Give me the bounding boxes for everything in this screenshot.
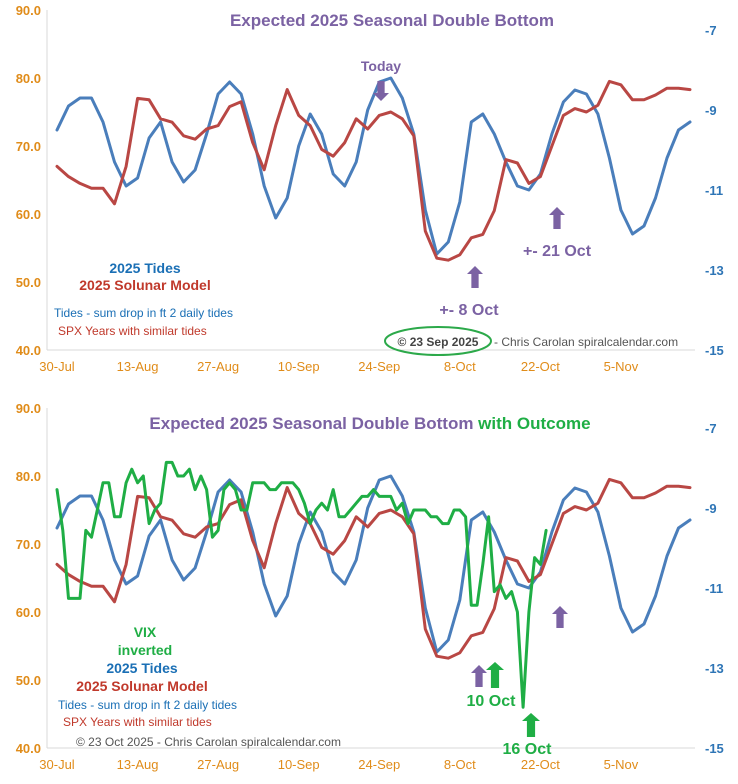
- credit-author: - Chris Carolan spiralcalendar.com: [494, 335, 678, 349]
- y-right-tick-label: -9: [705, 501, 717, 516]
- legend-solunar: 2025 Solunar Model: [79, 277, 210, 293]
- series-line-2025-solunar-model: [55, 79, 692, 262]
- x-tick-label: 24-Sep: [358, 757, 400, 772]
- y-right-tick-label: -15: [705, 741, 724, 756]
- x-tick-label: 8-Oct: [444, 359, 476, 374]
- y-left-tick-label: 40.0: [16, 343, 41, 358]
- x-tick-label: 13-Aug: [117, 359, 159, 374]
- y-right-tick-label: -7: [705, 23, 717, 38]
- y-left-tick-label: 70.0: [16, 537, 41, 552]
- series-vix-inverted: [55, 460, 548, 709]
- y-axis-left: 40.0 50.0 60.0 70.0 80.0 90.0: [16, 401, 41, 756]
- legend-tides: 2025 Tides: [106, 660, 178, 676]
- y-right-tick-label: -13: [705, 263, 724, 278]
- y-left-tick-label: 80.0: [16, 71, 41, 86]
- y-left-tick-label: 50.0: [16, 275, 41, 290]
- x-tick-label: 22-Oct: [521, 359, 560, 374]
- oct16-arrow-icon: [522, 713, 540, 737]
- x-axis: 30-Jul 13-Aug 27-Aug 10-Sep 24-Sep 8-Oct 22-Oc…: [39, 359, 638, 374]
- oct21-label: +- 21 Oct: [523, 243, 592, 260]
- series-line-2025-tides: [55, 474, 692, 654]
- oct16-label: 16 Oct: [503, 741, 553, 758]
- y-left-tick-label: 80.0: [16, 469, 41, 484]
- series-line-2025-tides: [55, 76, 692, 256]
- oct21-arrow-icon: [552, 606, 568, 628]
- y-left-tick-label: 90.0: [16, 401, 41, 416]
- credit: © 23 Oct 2025 - Chris Carolan spiralcale…: [76, 735, 341, 749]
- x-tick-label: 22-Oct: [521, 757, 560, 772]
- today-arrow-icon: [373, 81, 389, 101]
- x-tick-label: 10-Sep: [278, 359, 320, 374]
- x-tick-label: 30-Jul: [39, 757, 75, 772]
- legend-vix-line1: VIX: [134, 624, 157, 640]
- legend-tides-note: Tides - sum drop in ft 2 daily tides: [58, 698, 237, 712]
- x-axis: 30-Jul 13-Aug 27-Aug 10-Sep 24-Sep 8-Oct 22-Oc…: [39, 757, 638, 772]
- x-tick-label: 10-Sep: [278, 757, 320, 772]
- chart-title-suffix: with Outcome: [477, 414, 590, 433]
- oct8-arrow-icon: [467, 266, 483, 288]
- y-left-tick-label: 50.0: [16, 673, 41, 688]
- y-right-tick-label: -15: [705, 343, 724, 358]
- chart-panel-1: 40.0 50.0 60.0 70.0 80.0 90.0 -7 -9 -11 -13 -15 30-…: [16, 3, 724, 374]
- x-tick-label: 27-Aug: [197, 359, 239, 374]
- chart-title: Expected 2025 Seasonal Double Bottom wit…: [149, 414, 590, 433]
- x-tick-label: 8-Oct: [444, 757, 476, 772]
- chart-title: Expected 2025 Seasonal Double Bottom: [230, 11, 554, 30]
- x-tick-label: 5-Nov: [604, 757, 639, 772]
- series-2025-tides: [55, 76, 692, 256]
- legend-solunar-note: SPX Years with similar tides: [63, 715, 212, 729]
- x-tick-label: 24-Sep: [358, 359, 400, 374]
- legend-vix-line2: inverted: [118, 642, 172, 658]
- oct21-arrow-icon: [549, 207, 565, 229]
- y-left-tick-label: 60.0: [16, 605, 41, 620]
- y-axis-left: 40.0 50.0 60.0 70.0 80.0 90.0: [16, 3, 41, 358]
- credit-date: © 23 Sep 2025: [398, 335, 479, 349]
- date-highlight-ellipse: [384, 326, 492, 356]
- y-left-tick-label: 40.0: [16, 741, 41, 756]
- y-left-tick-label: 70.0: [16, 139, 41, 154]
- y-left-tick-label: 90.0: [16, 3, 41, 18]
- series-2025-tides: [55, 474, 692, 654]
- oct10-arrow-icon: [486, 662, 504, 688]
- series-2025-solunar-model: [55, 79, 692, 262]
- legend-solunar-note: SPX Years with similar tides: [58, 324, 207, 338]
- x-tick-label: 27-Aug: [197, 757, 239, 772]
- y-right-tick-label: -11: [705, 183, 723, 198]
- series-line-2025-solunar-model: [55, 477, 692, 660]
- annotations: Expected 2025 Seasonal Double Bottom wit…: [58, 414, 591, 758]
- legend-solunar: 2025 Solunar Model: [76, 678, 207, 694]
- chart-title-main: Expected 2025 Seasonal Double Bottom: [149, 414, 478, 433]
- x-tick-label: 13-Aug: [117, 757, 159, 772]
- chart-panel-2: 40.0 50.0 60.0 70.0 80.0 90.0 -7 -9 -11 -13 -15 30-…: [16, 401, 724, 772]
- x-tick-label: 5-Nov: [604, 359, 639, 374]
- oct8-label: +- 8 Oct: [439, 302, 499, 319]
- y-axis-right: -7 -9 -11 -13 -15: [705, 421, 724, 756]
- legend-tides: 2025 Tides: [109, 260, 181, 276]
- y-right-tick-label: -9: [705, 103, 717, 118]
- oct10-label: 10 Oct: [467, 693, 517, 710]
- y-axis-right: -7 -9 -11 -13 -15: [705, 23, 724, 358]
- y-right-tick-label: -11: [705, 581, 723, 596]
- x-tick-label: 30-Jul: [39, 359, 75, 374]
- y-right-tick-label: -7: [705, 421, 717, 436]
- annotations: Expected 2025 Seasonal Double Bottom Toda…: [54, 11, 678, 356]
- y-left-tick-label: 60.0: [16, 207, 41, 222]
- series-line-vix-inverted: [55, 460, 548, 709]
- y-right-tick-label: -13: [705, 661, 724, 676]
- legend-tides-note: Tides - sum drop in ft 2 daily tides: [54, 306, 233, 320]
- today-label: Today: [361, 58, 401, 74]
- oct8-arrow-icon: [471, 665, 487, 687]
- series-2025-solunar-model: [55, 477, 692, 660]
